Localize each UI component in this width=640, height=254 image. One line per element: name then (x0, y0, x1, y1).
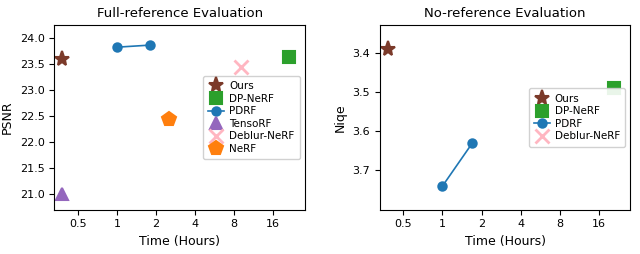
X-axis label: Time (Hours): Time (Hours) (139, 235, 220, 248)
Title: Full-reference Evaluation: Full-reference Evaluation (97, 7, 262, 20)
Y-axis label: PSNR: PSNR (1, 101, 14, 134)
Legend: Ours, DP-NeRF, PDRF, TensoRF, Deblur-NeRF, NeRF: Ours, DP-NeRF, PDRF, TensoRF, Deblur-NeR… (203, 76, 300, 159)
Title: No-reference Evaluation: No-reference Evaluation (424, 7, 586, 20)
Y-axis label: Niqe: Niqe (334, 103, 347, 132)
X-axis label: Time (Hours): Time (Hours) (465, 235, 546, 248)
Legend: Ours, DP-NeRF, PDRF, Deblur-NeRF: Ours, DP-NeRF, PDRF, Deblur-NeRF (529, 88, 625, 147)
